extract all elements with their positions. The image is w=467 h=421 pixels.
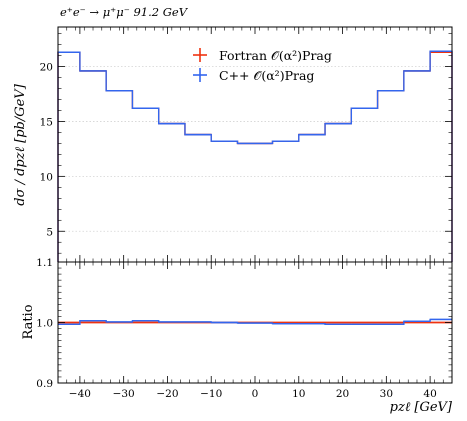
ratio-y-tick-label: 1.1 xyxy=(36,257,53,269)
x-tick-label: 20 xyxy=(336,388,349,400)
legend-label-fortran: Fortran 𝒪(α²)Prag xyxy=(219,48,332,63)
ratio-y-tick-label: 0.9 xyxy=(36,378,53,390)
legend-marker-cpp xyxy=(193,68,207,82)
main-y-tick-label: 10 xyxy=(40,171,53,183)
x-tick-label: −30 xyxy=(113,388,135,400)
legend-marker-fortran xyxy=(193,48,207,62)
x-tick-label: −20 xyxy=(156,388,178,400)
x-tick-label: −40 xyxy=(69,388,91,400)
x-tick-label: 10 xyxy=(292,388,305,400)
x-tick-label: −10 xyxy=(200,388,222,400)
main-series-1-outline xyxy=(57,50,453,262)
legend-label-cpp: C++ 𝒪(α²)Prag xyxy=(219,68,314,83)
main-series-1 xyxy=(57,50,453,262)
ratio-y-tick-label: 1.0 xyxy=(36,318,53,330)
main-y-tick-label: 5 xyxy=(46,226,53,238)
x-tick-label: 30 xyxy=(380,388,393,400)
main-y-tick-label: 20 xyxy=(40,62,53,74)
main-series-0-outline xyxy=(57,51,453,262)
ratio-series-1-outline xyxy=(58,318,452,326)
ratio-series-1 xyxy=(58,318,452,326)
chart-title: e⁺e⁻ → μ⁺μ⁻ 91.2 GeV xyxy=(60,5,189,19)
legend: Fortran 𝒪(α²)Prag C++ 𝒪(α²)Prag xyxy=(193,48,332,83)
main-y-axis-label: dσ / dpzℓ [pb/GeV] xyxy=(13,83,28,205)
x-tick-label: 40 xyxy=(423,388,436,400)
main-y-tick-label: 15 xyxy=(40,116,53,128)
x-tick-label: 0 xyxy=(252,388,259,400)
main-series-0 xyxy=(57,51,453,262)
x-axis-label: pzℓ [GeV] xyxy=(390,400,453,415)
ratio-y-axis-label: Ratio xyxy=(21,304,36,339)
